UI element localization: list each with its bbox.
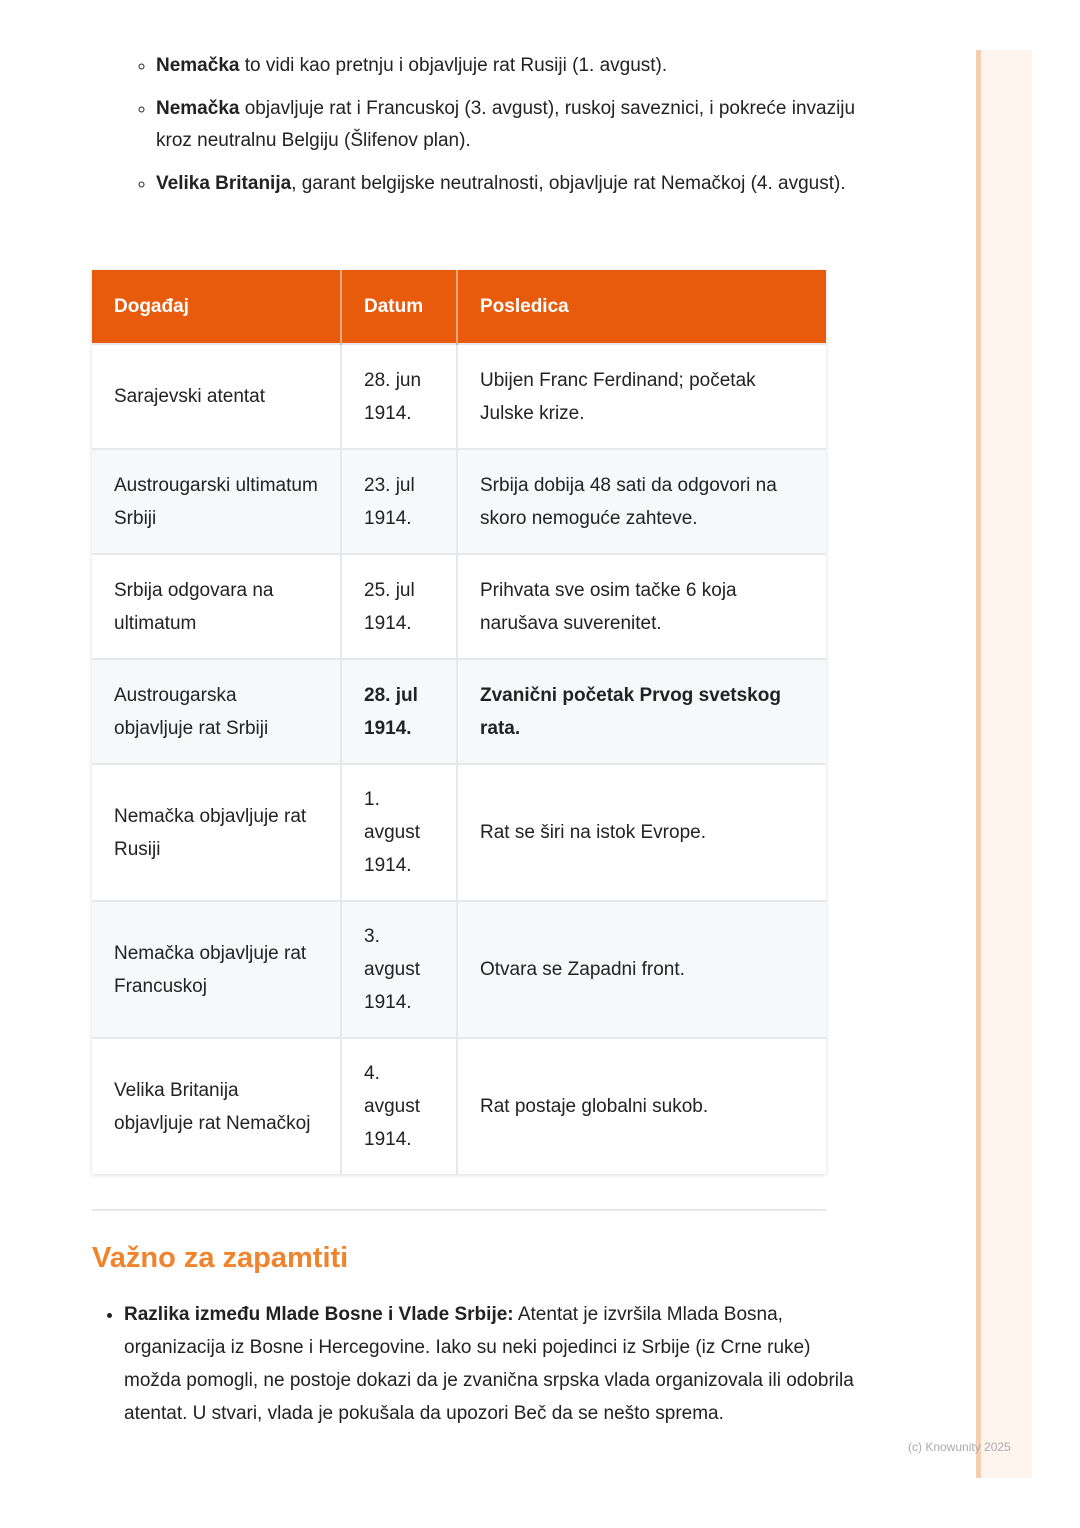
bold-text: Razlika između Mlade Bosne i Vlade Srbij…	[124, 1304, 514, 1325]
table-row: Nemačka objavljuje rat Rusiji 1. avgust 1…	[92, 763, 826, 901]
bold-text: Nemačka	[156, 55, 240, 76]
bold-text: Velika Britanija	[156, 173, 292, 194]
event-cell: Austrougarski ultimatum Srbiji	[92, 448, 342, 554]
copyright: (c) Knowunity 2025	[908, 1440, 1011, 1454]
consequence-cell: Rat postaje globalni sukob.	[457, 1037, 826, 1174]
table-row: Sarajevski atentat 28. jun 1914. Ubijen Fr…	[92, 343, 826, 449]
header-datum: Datum	[341, 270, 458, 344]
text: Atentat je izvršila Mlada Bosna, organiz…	[124, 1304, 854, 1424]
list-item: Nemačka objavljuje rat i Francuskoj (3. …	[156, 93, 856, 157]
date-cell: 23. jul 1914.	[341, 448, 458, 554]
event-cell: Sarajevski atentat	[92, 343, 342, 449]
list-item: Nemačka to vidi kao pretnju i objavljuje…	[156, 50, 856, 82]
consequence-cell: Srbija dobija 48 sati da odgovori na sko…	[457, 448, 826, 554]
date-cell: 28. jul 1914.	[341, 658, 458, 764]
date-cell: 4. avgust 1914.	[341, 1037, 458, 1174]
table-row: Nemačka objavljuje rat Francuskoj 3. avgu…	[92, 900, 826, 1038]
event-cell: Srbija odgovara na ultimatum	[92, 553, 342, 659]
text: objavljuje rat i Francuskoj (3. avgust),…	[156, 98, 856, 151]
consequence-cell: Otvara se Zapadni front.	[457, 900, 826, 1038]
event-cell: Velika Britanija objavljuje rat Nemačkoj	[92, 1037, 342, 1174]
event-cell: Nemačka objavljuje rat Francuskoj	[92, 900, 342, 1038]
list-item: Razlika između Mlade Bosne i Vlade Srbij…	[124, 1298, 864, 1430]
date-cell: 28. jun 1914.	[341, 343, 458, 449]
table-row: Austrougarski ultimatum Srbiji 23. jul 19…	[92, 448, 826, 554]
table-row: Velika Britanija objavljuje rat Nemačkoj…	[92, 1037, 826, 1174]
header-posledica: Posledica	[457, 270, 826, 344]
date-cell: 3. avgust 1914.	[341, 900, 458, 1038]
consequence-cell: Prihvata sve osim tačke 6 koja narušava …	[457, 553, 826, 659]
bold-text: Nemačka	[156, 98, 240, 119]
table-row: Austrougarska objavljuje rat Srbiji 28. j…	[92, 658, 826, 764]
events-table: Događaj Datum Posledica Sarajevski atent…	[92, 270, 826, 1174]
side-strip	[976, 50, 1032, 1478]
event-cell: Austrougarska objavljuje rat Srbiji	[92, 658, 342, 764]
date-cell: 1. avgust 1914.	[341, 763, 458, 901]
header-dogadaj: Događaj	[92, 270, 342, 344]
table-row: Srbija odgovara na ultimatum 25. jul 1914…	[92, 553, 826, 659]
section-title: Važno za zapamtiti	[92, 1242, 349, 1274]
date-cell: 25. jul 1914.	[341, 553, 458, 659]
consequence-cell: Zvanični početak Prvog svetskog rata.	[457, 658, 826, 764]
text: , garant belgijske neutralnosti, objavlj…	[291, 173, 846, 194]
consequence-cell: Ubijen Franc Ferdinand; početak Julske k…	[457, 343, 826, 449]
list-item: Velika Britanija, garant belgijske neutr…	[156, 168, 856, 200]
event-cell: Nemačka objavljuje rat Rusiji	[92, 763, 342, 901]
sub-bullet-list: Nemačka to vidi kao pretnju i objavljuje…	[118, 50, 856, 211]
consequence-cell: Rat se širi na istok Evrope.	[457, 763, 826, 901]
text: to vidi kao pretnju i objavljuje rat Rus…	[239, 55, 668, 76]
bullet-list: Razlika između Mlade Bosne i Vlade Srbij…	[86, 1298, 864, 1430]
divider	[92, 1209, 826, 1211]
